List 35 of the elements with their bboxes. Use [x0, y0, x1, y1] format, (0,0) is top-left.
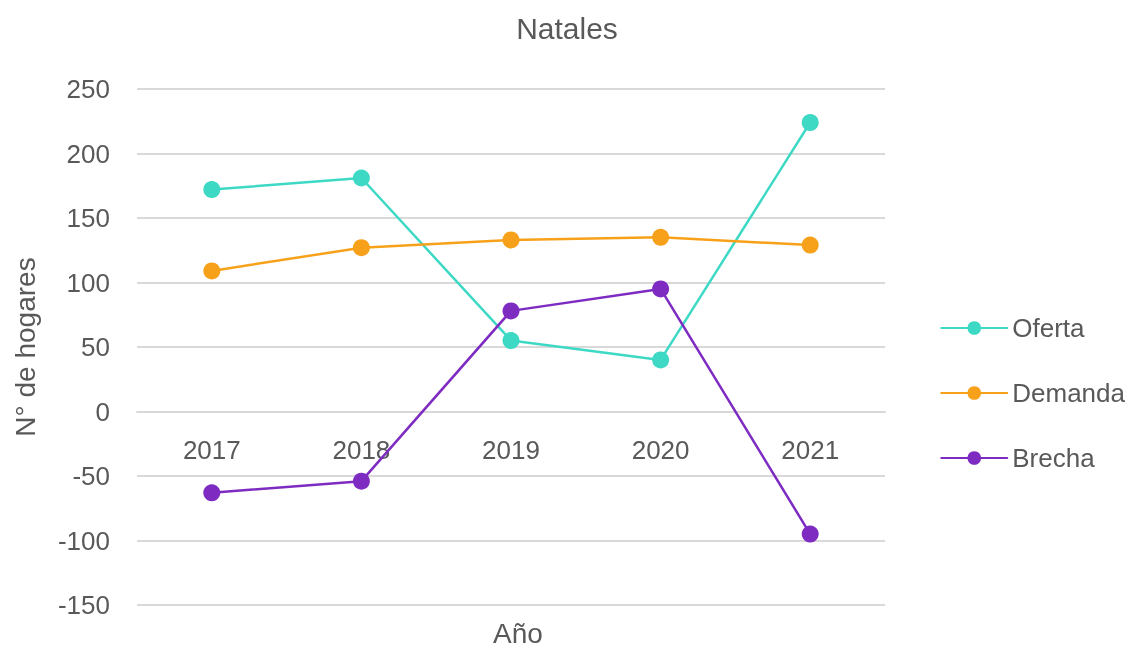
y-tick-label: 200 — [66, 138, 110, 169]
x-axis-title: Año — [493, 617, 543, 648]
y-tick-label: -50 — [72, 461, 110, 491]
y-tick-label: 100 — [66, 267, 110, 298]
point — [203, 484, 221, 502]
x-tick-label: 2018 — [332, 434, 391, 465]
point — [502, 231, 520, 249]
point — [203, 262, 221, 280]
point — [352, 239, 370, 257]
point — [652, 280, 670, 298]
y-tick-label: 250 — [66, 74, 110, 104]
y-axis-title: N° de hogares — [9, 257, 41, 437]
x-tick-label: 2020 — [631, 434, 690, 465]
y-tick-label: 150 — [66, 203, 110, 233]
point — [352, 169, 370, 187]
y-tick-label: -150 — [57, 590, 110, 620]
point — [352, 472, 370, 490]
point — [203, 181, 221, 199]
point — [801, 114, 819, 132]
y-tick-label: -100 — [57, 525, 110, 556]
legend-label: Demanda — [1012, 378, 1126, 408]
y-tick-label: 0 — [95, 396, 110, 427]
chart-title: Natales — [516, 11, 618, 45]
point — [502, 332, 520, 350]
x-tick-label: 2021 — [781, 434, 840, 465]
x-tick-label: 2017 — [182, 434, 241, 465]
point — [801, 236, 819, 254]
point — [502, 302, 520, 320]
point — [801, 525, 819, 543]
x-tick-label: 2019 — [482, 434, 540, 465]
point — [652, 228, 670, 246]
y-tick-label: 50 — [81, 332, 110, 362]
legend-label: Brecha — [1012, 443, 1096, 473]
point — [652, 351, 670, 369]
legend-label: Oferta — [1012, 313, 1086, 343]
